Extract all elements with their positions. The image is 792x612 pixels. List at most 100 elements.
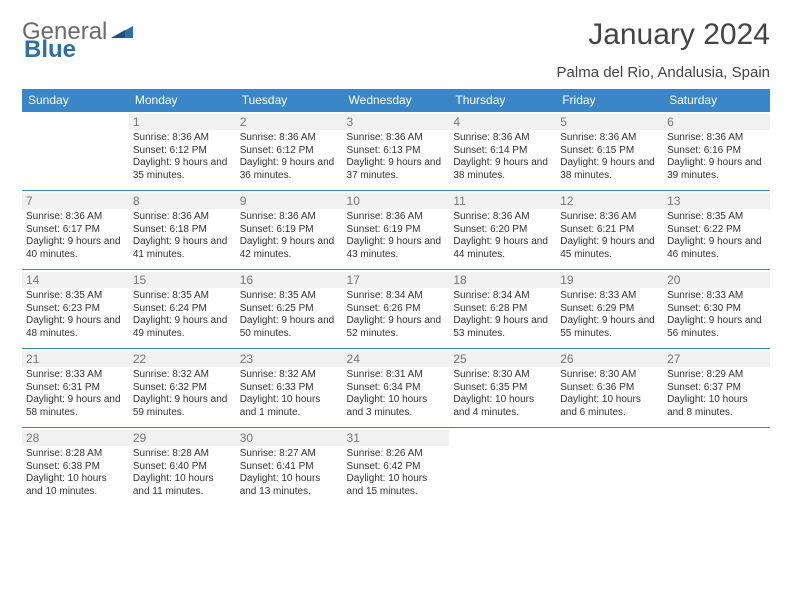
sunrise-text: Sunrise: 8:35 AM: [667, 211, 766, 224]
logo-word-blue: Blue: [24, 36, 76, 63]
calendar-week-row: 28Sunrise: 8:28 AMSunset: 6:38 PMDayligh…: [22, 428, 770, 507]
daylight-text: Daylight: 9 hours and 50 minutes.: [240, 315, 339, 340]
sunset-text: Sunset: 6:29 PM: [560, 303, 659, 316]
sunrise-text: Sunrise: 8:33 AM: [560, 290, 659, 303]
calendar-day-cell: 14 Sunrise: 8:35 AMSunset: 6:23 PMDayligh…: [22, 270, 129, 349]
sunset-text: Sunset: 6:21 PM: [560, 224, 659, 237]
sunset-text: Sunset: 6:35 PM: [453, 382, 552, 395]
daylight-text: Daylight: 9 hours and 38 minutes.: [453, 157, 552, 182]
calendar-day-cell: 5Sunrise: 8:36 AMSunset: 6:15 PMDaylight…: [556, 112, 663, 191]
sunset-text: Sunset: 6:38 PM: [26, 461, 125, 474]
sunrise-text: Sunrise: 8:33 AM: [667, 290, 766, 303]
sunset-text: Sunset: 6:31 PM: [26, 382, 125, 395]
sunset-text: Sunset: 6:20 PM: [453, 224, 552, 237]
calendar-day-cell: [556, 428, 663, 507]
day-number: 26: [556, 351, 663, 367]
sunrise-text: Sunrise: 8:36 AM: [560, 132, 659, 145]
sunset-text: Sunset: 6:14 PM: [453, 145, 552, 158]
day-number: 20: [663, 272, 770, 288]
daylight-text: Daylight: 10 hours and 1 minute.: [240, 394, 339, 419]
daylight-text: Daylight: 10 hours and 6 minutes.: [560, 394, 659, 419]
sunrise-text: Sunrise: 8:31 AM: [347, 369, 446, 382]
daylight-text: Daylight: 9 hours and 43 minutes.: [347, 236, 446, 261]
day-number: 6: [663, 114, 770, 130]
sunset-text: Sunset: 6:19 PM: [240, 224, 339, 237]
sunset-text: Sunset: 6:34 PM: [347, 382, 446, 395]
calendar-day-cell: 4Sunrise: 8:36 AMSunset: 6:14 PMDaylight…: [449, 112, 556, 191]
day-number: 22: [129, 351, 236, 367]
calendar-day-cell: [663, 428, 770, 507]
weekday-header: Saturday: [663, 89, 770, 112]
day-number: 27: [663, 351, 770, 367]
sunrise-text: Sunrise: 8:35 AM: [240, 290, 339, 303]
daylight-text: Daylight: 9 hours and 49 minutes.: [133, 315, 232, 340]
sunrise-text: Sunrise: 8:36 AM: [347, 132, 446, 145]
day-number: 17: [343, 272, 450, 288]
calendar-day-cell: 22Sunrise: 8:32 AMSunset: 6:32 PMDayligh…: [129, 349, 236, 428]
daylight-text: Daylight: 10 hours and 3 minutes.: [347, 394, 446, 419]
sunrise-text: Sunrise: 8:36 AM: [133, 132, 232, 145]
calendar-day-cell: 6Sunrise: 8:36 AMSunset: 6:16 PMDaylight…: [663, 112, 770, 191]
calendar-day-cell: 23Sunrise: 8:32 AMSunset: 6:33 PMDayligh…: [236, 349, 343, 428]
sunset-text: Sunset: 6:37 PM: [667, 382, 766, 395]
day-number: 14: [22, 272, 129, 288]
calendar-day-cell: 28Sunrise: 8:28 AMSunset: 6:38 PMDayligh…: [22, 428, 129, 507]
sunset-text: Sunset: 6:19 PM: [347, 224, 446, 237]
sunset-text: Sunset: 6:24 PM: [133, 303, 232, 316]
day-number: 7: [22, 193, 129, 209]
sunrise-text: Sunrise: 8:32 AM: [240, 369, 339, 382]
sunrise-text: Sunrise: 8:32 AM: [133, 369, 232, 382]
calendar-day-cell: 2Sunrise: 8:36 AMSunset: 6:12 PMDaylight…: [236, 112, 343, 191]
calendar-day-cell: 20Sunrise: 8:33 AMSunset: 6:30 PMDayligh…: [663, 270, 770, 349]
day-number: 19: [556, 272, 663, 288]
day-number: 18: [449, 272, 556, 288]
sunrise-text: Sunrise: 8:35 AM: [26, 290, 125, 303]
calendar-day-cell: 18Sunrise: 8:34 AMSunset: 6:28 PMDayligh…: [449, 270, 556, 349]
day-number: 12: [556, 193, 663, 209]
weekday-header: Tuesday: [236, 89, 343, 112]
calendar-day-cell: 25Sunrise: 8:30 AMSunset: 6:35 PMDayligh…: [449, 349, 556, 428]
daylight-text: Daylight: 9 hours and 45 minutes.: [560, 236, 659, 261]
sunrise-text: Sunrise: 8:27 AM: [240, 448, 339, 461]
calendar-day-cell: 7Sunrise: 8:36 AMSunset: 6:17 PMDaylight…: [22, 191, 129, 270]
sunset-text: Sunset: 6:42 PM: [347, 461, 446, 474]
sunset-text: Sunset: 6:23 PM: [26, 303, 125, 316]
sunrise-text: Sunrise: 8:36 AM: [26, 211, 125, 224]
day-number: 30: [236, 430, 343, 446]
daylight-text: Daylight: 10 hours and 13 minutes.: [240, 473, 339, 498]
calendar-day-cell: 31Sunrise: 8:26 AMSunset: 6:42 PMDayligh…: [343, 428, 450, 507]
daylight-text: Daylight: 9 hours and 48 minutes.: [26, 315, 125, 340]
calendar-day-cell: 17Sunrise: 8:34 AMSunset: 6:26 PMDayligh…: [343, 270, 450, 349]
sunset-text: Sunset: 6:26 PM: [347, 303, 446, 316]
weekday-header: Monday: [129, 89, 236, 112]
day-number: 2: [236, 114, 343, 130]
sunrise-text: Sunrise: 8:36 AM: [560, 211, 659, 224]
day-number: 28: [22, 430, 129, 446]
sunset-text: Sunset: 6:12 PM: [240, 145, 339, 158]
day-number: 24: [343, 351, 450, 367]
sunset-text: Sunset: 6:15 PM: [560, 145, 659, 158]
weekday-header: Sunday: [22, 89, 129, 112]
flag-icon: [111, 20, 133, 45]
daylight-text: Daylight: 9 hours and 38 minutes.: [560, 157, 659, 182]
day-number: 8: [129, 193, 236, 209]
sunrise-text: Sunrise: 8:36 AM: [453, 211, 552, 224]
daylight-text: Daylight: 10 hours and 4 minutes.: [453, 394, 552, 419]
sunset-text: Sunset: 6:28 PM: [453, 303, 552, 316]
sunrise-text: Sunrise: 8:36 AM: [240, 211, 339, 224]
sunset-text: Sunset: 6:32 PM: [133, 382, 232, 395]
weekday-header: Friday: [556, 89, 663, 112]
day-number: 25: [449, 351, 556, 367]
location-text: Palma del Rio, Andalusia, Spain: [22, 64, 770, 81]
day-number: 9: [236, 193, 343, 209]
sunrise-text: Sunrise: 8:33 AM: [26, 369, 125, 382]
calendar-week-row: 14Sunrise: 8:35 AMSunset: 6:23 PMDayligh…: [22, 270, 770, 349]
day-number: 31: [343, 430, 450, 446]
daylight-text: Daylight: 10 hours and 15 minutes.: [347, 473, 446, 498]
daylight-text: Daylight: 9 hours and 40 minutes.: [26, 236, 125, 261]
day-number: 21: [22, 351, 129, 367]
day-number: 3: [343, 114, 450, 130]
calendar-week-row: 1Sunrise: 8:36 AMSunset: 6:12 PMDaylight…: [22, 112, 770, 191]
calendar-day-cell: 1Sunrise: 8:36 AMSunset: 6:12 PMDaylight…: [129, 112, 236, 191]
sunrise-text: Sunrise: 8:36 AM: [240, 132, 339, 145]
